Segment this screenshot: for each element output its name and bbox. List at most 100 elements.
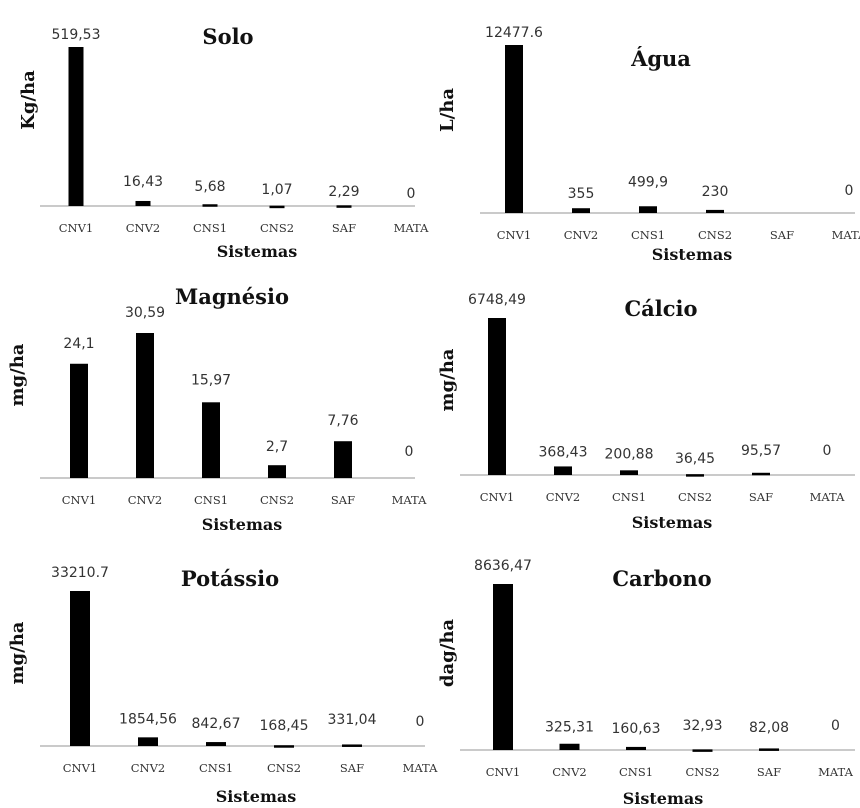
bar-cns1 — [626, 746, 646, 750]
data-label-cns1: 842,67 — [192, 716, 241, 732]
bars: 24,1 CNV1 30,59 CNV2 15,97 CNS1 2,7 CNS2 7,76 SAF… — [62, 305, 427, 507]
chart-title: Magnésio — [175, 284, 289, 309]
bar-saf — [752, 472, 770, 476]
data-label-cnv2: 1854,56 — [119, 711, 177, 727]
bar-saf — [342, 744, 362, 747]
tick-label-cns2: CNS2 — [260, 221, 294, 235]
chart-calcio: Cálcio mg/ha 6748,49 CNV1 368,43 CNV2 200,88… — [437, 292, 855, 532]
x-axis-label: Sistemas — [216, 787, 297, 806]
bar-cns1 — [202, 402, 220, 478]
bar-cns2 — [268, 465, 286, 478]
bar-cnv2 — [138, 737, 158, 746]
data-label-saf: 7,76 — [327, 413, 358, 429]
data-label-mata: 0 — [405, 444, 414, 460]
bar-cnv2 — [554, 466, 572, 475]
tick-label-cnv1: CNV1 — [62, 493, 96, 507]
tick-label-cnv2: CNV2 — [128, 493, 162, 507]
y-axis-label: dag/ha — [437, 619, 458, 687]
data-label-saf: 331,04 — [328, 712, 377, 728]
chart-title: Solo — [202, 24, 253, 49]
chart-agua: Água L/ha 12477.6 CNV1 355 CNV2 499,9 CNS1 230… — [437, 25, 860, 264]
tick-label-cnv1: CNV1 — [497, 228, 531, 242]
bar-cns2 — [686, 474, 704, 477]
bars: 8636,47 CNV1 325,31 CNV2 160,63 CNS1 32,93 CNS2… — [474, 558, 854, 779]
bar-saf — [334, 441, 352, 478]
bar-cns1 — [206, 742, 226, 746]
tick-label-saf: SAF — [331, 493, 355, 507]
bars: 33210.7 CNV1 1854,56 CNV2 842,67 CNS1 168,45 CN… — [51, 565, 438, 775]
bar-cnv1 — [505, 45, 523, 213]
chart-magnesio: Magnésio mg/ha 24,1 CNV1 30,59 CNV2 15,97 CNS… — [7, 284, 427, 534]
data-label-cns2: 1,07 — [261, 182, 292, 198]
bar-cnv1 — [70, 591, 90, 746]
tick-label-cns1: CNS1 — [612, 490, 646, 504]
tick-label-cnv2: CNV2 — [552, 765, 586, 779]
y-axis-label: Kg/ha — [18, 70, 39, 130]
tick-label-cnv1: CNV1 — [59, 221, 93, 235]
data-label-cns2: 36,45 — [675, 451, 715, 467]
bar-cnv1 — [70, 363, 88, 478]
tick-label-cns1: CNS1 — [193, 221, 227, 235]
tick-label-mata: MATA — [818, 765, 853, 779]
tick-label-cns2: CNS2 — [685, 765, 719, 779]
bar-cnv1 — [68, 47, 84, 206]
bar-saf — [336, 205, 352, 208]
data-label-cnv1: 12477.6 — [485, 25, 543, 41]
y-axis-label: mg/ha — [7, 621, 28, 684]
data-label-mata: 0 — [831, 718, 840, 734]
data-label-cnv1: 24,1 — [63, 336, 94, 352]
data-label-mata: 0 — [416, 714, 425, 730]
bar-cnv2 — [572, 208, 590, 213]
x-axis-label: Sistemas — [217, 242, 298, 261]
tick-label-cns1: CNS1 — [619, 765, 653, 779]
bar-cnv2 — [559, 743, 580, 750]
data-label-cns2: 168,45 — [260, 718, 309, 734]
x-axis-label: Sistemas — [202, 515, 283, 534]
y-axis-label: mg/ha — [437, 348, 458, 411]
data-label-cns1: 15,97 — [191, 372, 231, 388]
chart-carbono: Carbono dag/ha 8636,47 CNV1 325,31 CNV2 160,… — [437, 558, 855, 808]
data-label-cnv1: 33210.7 — [51, 565, 109, 581]
bar-cnv1 — [488, 318, 506, 475]
bar-cnv1 — [493, 584, 513, 750]
bar-cns2 — [692, 749, 713, 752]
data-label-cnv1: 519,53 — [52, 27, 101, 43]
bars: 6748,49 CNV1 368,43 CNV2 200,88 CNS1 36,45 CNS2… — [468, 292, 845, 504]
data-label-cns2: 230 — [702, 184, 729, 200]
bar-saf — [759, 748, 779, 751]
data-label-cnv2: 368,43 — [539, 444, 588, 460]
data-label-cnv2: 355 — [568, 186, 595, 202]
tick-label-cnv2: CNV2 — [546, 490, 580, 504]
bar-cnv2 — [136, 333, 154, 478]
data-label-cns1: 200,88 — [605, 446, 654, 462]
y-axis-label: L/ha — [437, 88, 458, 132]
chart-title: Cálcio — [624, 296, 697, 321]
bar-cnv2 — [135, 200, 151, 206]
x-axis-label: Sistemas — [623, 789, 704, 808]
tick-label-cnv1: CNV1 — [63, 761, 97, 775]
chart-title: Potássio — [181, 566, 279, 591]
bar-cns1 — [202, 204, 218, 207]
x-axis-label: Sistemas — [652, 245, 733, 264]
data-label-mata: 0 — [823, 443, 832, 459]
tick-label-mata: MATA — [394, 221, 429, 235]
tick-label-cnv1: CNV1 — [486, 765, 520, 779]
bar-cns2 — [269, 205, 285, 209]
tick-label-cnv2: CNV2 — [564, 228, 598, 242]
tick-label-mata: MATA — [392, 493, 427, 507]
tick-label-saf: SAF — [332, 221, 356, 235]
tick-label-mata: MATA — [832, 228, 860, 242]
tick-label-saf: SAF — [757, 765, 781, 779]
data-label-cns2: 32,93 — [682, 718, 722, 734]
tick-label-cnv2: CNV2 — [126, 221, 160, 235]
tick-label-saf: SAF — [749, 490, 773, 504]
tick-label-saf: SAF — [340, 761, 364, 775]
data-label-cnv1: 8636,47 — [474, 558, 532, 574]
data-label-cnv2: 30,59 — [125, 305, 165, 321]
data-label-cnv2: 325,31 — [545, 720, 594, 736]
data-label-cnv2: 16,43 — [123, 174, 163, 190]
chart-title: Água — [630, 46, 691, 71]
chart-title: Carbono — [612, 566, 711, 591]
chart-solo: Solo Kg/ha 519,53 CNV1 16,43 CNV2 5,68 CNS1 1,… — [18, 24, 429, 261]
